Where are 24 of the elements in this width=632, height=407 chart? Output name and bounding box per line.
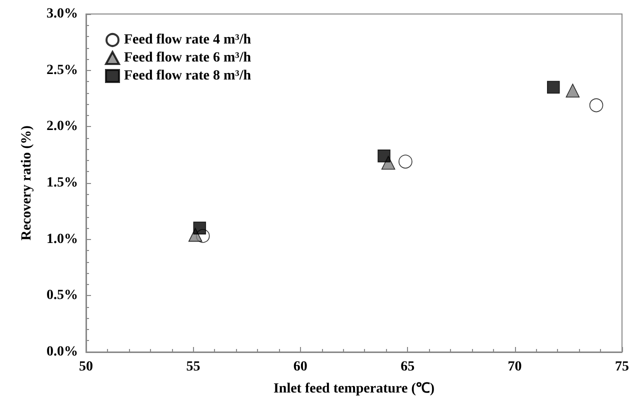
x-tick-label: 65	[400, 360, 415, 374]
y-tick-label: 2.0%	[46, 119, 78, 134]
point	[589, 98, 604, 112]
x-axis-title: Inlet feed temperature (℃)	[273, 382, 435, 396]
y-axis-title: Recovery ratio (%)	[20, 125, 34, 241]
legend-label: Feed flow rate 4 m³/h	[124, 32, 252, 48]
y-tick-label: 2.5%	[46, 62, 78, 78]
legend-label: Feed flow rate 6 m³/h	[124, 50, 252, 66]
y-tick-label: 0.5%	[46, 288, 78, 304]
y-tick-label: 1.5%	[46, 176, 78, 190]
y-tick-label: 0.0%	[46, 344, 78, 360]
point	[546, 80, 560, 94]
x-tick-label: 50	[79, 360, 93, 374]
point	[398, 154, 412, 168]
x-tick-label: 60	[293, 360, 308, 374]
point	[193, 222, 206, 234]
y-tick-label: 1.0%	[46, 232, 78, 247]
x-tick-label: 70	[508, 360, 522, 374]
point	[378, 150, 390, 162]
x-tick-label: 75	[615, 360, 629, 374]
legend-label: Feed flow rate 8 m³/h	[124, 68, 252, 84]
y-tick-label: 3.0%	[46, 6, 78, 22]
x-tick-label: 55	[186, 360, 200, 374]
point	[566, 84, 580, 98]
